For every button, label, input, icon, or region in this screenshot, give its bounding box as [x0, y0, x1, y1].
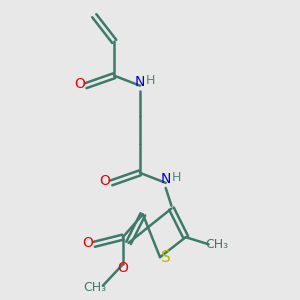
Text: S: S: [161, 250, 171, 265]
Text: O: O: [82, 236, 93, 250]
Text: H: H: [146, 74, 155, 87]
Text: N: N: [160, 172, 171, 186]
Text: CH₃: CH₃: [83, 281, 106, 294]
Text: N: N: [135, 75, 145, 89]
Text: CH₃: CH₃: [205, 238, 228, 251]
Text: O: O: [117, 261, 128, 275]
Text: H: H: [172, 171, 181, 184]
Text: O: O: [100, 174, 111, 188]
Text: O: O: [74, 77, 85, 91]
